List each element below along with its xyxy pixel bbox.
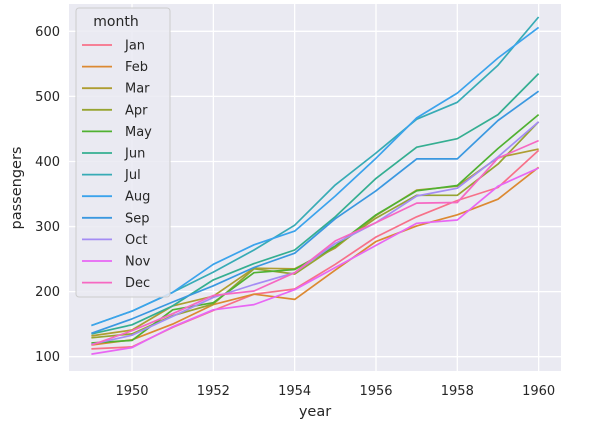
y-tick-label: 400 — [35, 155, 60, 170]
watermark-text: https://blog.csdn.net/weixin_43463381 — [333, 397, 587, 412]
y-tick-label: 500 — [35, 90, 60, 105]
series-line-feb — [91, 166, 540, 346]
legend-items: Jan Feb Mar Apr May Jun Jul Aug Sep Oct Nov Dec — [82, 39, 152, 291]
legend-label-apr: Apr — [125, 103, 148, 118]
y-tick-label: 300 — [35, 220, 60, 235]
x-tick-labels: 1950 1952 1954 1956 1958 1960 — [115, 384, 555, 399]
x-tick-label: 1960 — [522, 384, 555, 399]
legend-title: month — [93, 14, 138, 30]
legend: month Jan Feb Mar Apr May Jun Jul Aug Sep Oct Nov D… — [75, 7, 171, 298]
series-lines — [91, 16, 540, 355]
legend-label-oct: Oct — [125, 233, 147, 248]
legend-box — [75, 7, 171, 298]
x-tick-label: 1956 — [359, 384, 392, 399]
x-tick-label: 1958 — [441, 384, 474, 399]
legend-label-jan: Jan — [124, 39, 145, 54]
legend-label-feb: Feb — [125, 60, 148, 75]
series-line-oct — [91, 121, 540, 346]
x-tick-label: 1954 — [278, 384, 311, 399]
x-tick-label: 1950 — [115, 384, 148, 399]
legend-label-jul: Jul — [124, 168, 141, 183]
y-tick-label: 100 — [35, 350, 60, 365]
x-tick-label: 1952 — [197, 384, 230, 399]
series-line-sep — [91, 90, 540, 335]
series-line-nov — [91, 167, 539, 355]
legend-label-sep: Sep — [125, 211, 150, 226]
legend-label-aug: Aug — [125, 190, 150, 205]
y-tick-label: 600 — [35, 25, 60, 40]
legend-label-jun: Jun — [124, 147, 145, 162]
x-axis-label: year — [299, 404, 331, 420]
legend-label-dec: Dec — [125, 276, 150, 291]
series-line-jun — [91, 73, 540, 335]
y-axis-label: passengers — [9, 147, 25, 230]
legend-label-nov: Nov — [125, 255, 151, 270]
y-tick-label: 200 — [35, 285, 60, 300]
series-line-dec — [91, 139, 539, 346]
legend-label-mar: Mar — [125, 82, 150, 97]
y-tick-labels: 100 200 300 400 500 600 — [35, 25, 60, 365]
legend-label-may: May — [125, 125, 152, 140]
